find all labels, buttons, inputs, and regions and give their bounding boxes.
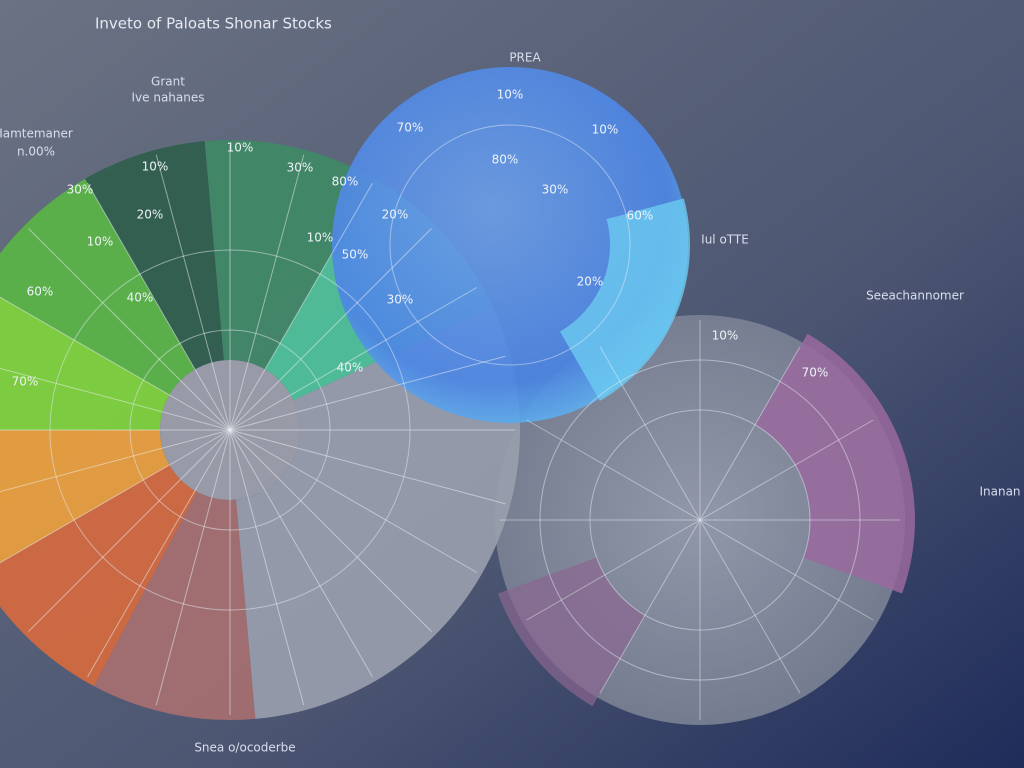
spoke	[599, 346, 701, 521]
side-label: Seeachannomer	[866, 289, 964, 303]
spoke	[0, 367, 231, 431]
sector-label: 10%	[592, 123, 619, 137]
side-label: Iul oTTE	[701, 233, 749, 247]
spoke	[229, 429, 506, 505]
ring	[539, 359, 861, 681]
sector	[0, 465, 198, 687]
spoke	[699, 519, 874, 621]
spoke	[699, 419, 874, 521]
ring	[589, 409, 811, 631]
sector	[204, 140, 375, 370]
sector-label: 70%	[12, 375, 39, 389]
spoke	[229, 429, 478, 573]
sector-label: 70%	[802, 366, 829, 380]
side-label: Iamtemaner	[0, 127, 73, 141]
spoke	[526, 519, 701, 621]
spoke	[599, 519, 701, 694]
side-label: Grant	[151, 75, 185, 89]
sector-label: 10%	[307, 231, 334, 245]
sector	[498, 557, 645, 707]
side-label: PREA	[509, 51, 541, 65]
sector-label: 30%	[387, 293, 414, 307]
spoke	[229, 154, 305, 431]
spoke	[155, 429, 231, 706]
spoke	[229, 228, 432, 431]
sector-label: 10%	[142, 160, 169, 174]
sector-label: 80%	[332, 175, 359, 189]
sector	[0, 178, 195, 395]
sector-label: 10%	[87, 235, 114, 249]
spoke	[229, 355, 506, 431]
spoke	[229, 182, 373, 431]
sector-label: 60%	[27, 285, 54, 299]
title: Inveto of Paloats Shonar Stocks	[95, 15, 332, 33]
sector	[0, 430, 170, 563]
sector	[560, 198, 691, 401]
spoke	[87, 429, 231, 678]
sector-label: 80%	[492, 153, 519, 167]
sector-label: 30%	[542, 183, 569, 197]
sector-label: 10%	[497, 88, 524, 102]
spoke	[229, 287, 478, 431]
side-label: Ive nahanes	[132, 91, 205, 105]
sector-label: 10%	[712, 329, 739, 343]
sector	[93, 491, 256, 721]
spoke	[229, 429, 305, 706]
sector-label: 20%	[382, 208, 409, 222]
footer-label: Snea o/ocoderbe	[194, 741, 295, 755]
spoke	[0, 296, 231, 431]
spoke	[229, 429, 373, 678]
sector-label: 40%	[127, 291, 154, 305]
spoke	[28, 429, 231, 632]
sector-label: 20%	[577, 275, 604, 289]
spoke	[526, 419, 701, 521]
sector-label: 50%	[342, 248, 369, 262]
sector-label: 30%	[67, 183, 94, 197]
spoke	[28, 228, 231, 431]
side-label: Inanan	[979, 485, 1020, 499]
spoke	[699, 346, 801, 521]
sector-label: 10%	[227, 141, 254, 155]
sector	[755, 333, 915, 594]
sector-label: 70%	[397, 121, 424, 135]
spoke	[699, 519, 801, 694]
chart-art	[0, 67, 915, 725]
sector-label: 20%	[137, 208, 164, 222]
labels: Inveto of Paloats Shonar Stocks Grant Iv…	[0, 15, 1021, 755]
sector-label: 40%	[337, 361, 364, 375]
sector-label: 30%	[287, 161, 314, 175]
spoke	[229, 429, 432, 632]
spoke	[0, 429, 231, 493]
sector	[0, 297, 170, 430]
sector-label: 60%	[627, 209, 654, 223]
spoke	[0, 429, 231, 564]
spoke	[155, 154, 231, 431]
spoke	[87, 182, 231, 431]
ring	[389, 124, 631, 366]
side-label: n.00%	[17, 145, 55, 159]
